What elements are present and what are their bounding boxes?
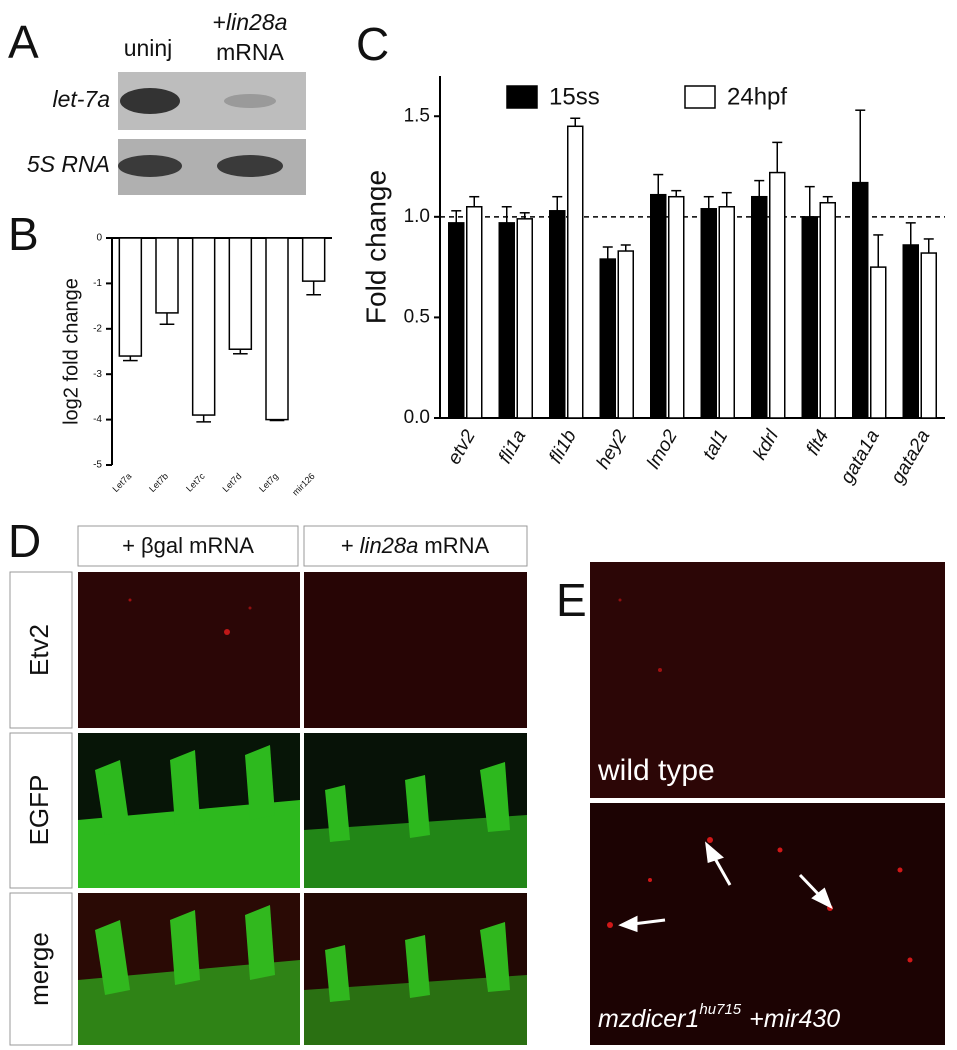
- y-tick-label: 0: [96, 233, 102, 244]
- legend-swatch: [684, 85, 716, 109]
- header-box: [303, 525, 528, 567]
- row-label: EGFP: [24, 775, 54, 846]
- y-tick-label: -5: [93, 460, 102, 471]
- x-tick-label: fli1b: [545, 427, 581, 468]
- suffix: +mir430: [749, 1005, 840, 1033]
- band: [120, 88, 180, 114]
- bar: [852, 181, 869, 419]
- bar: [617, 250, 634, 419]
- bar: [769, 171, 786, 419]
- column-label: + βgal mRNA: [122, 533, 254, 558]
- row-label: merge: [24, 932, 54, 1006]
- y-tick-label: 0.0: [404, 407, 430, 428]
- bar: [265, 237, 289, 421]
- bar: [228, 237, 253, 350]
- suffix: mRNA: [424, 533, 489, 558]
- bar: [498, 222, 515, 419]
- bar: [549, 210, 566, 419]
- y-tick-label: -1: [93, 278, 102, 289]
- bar: [599, 258, 616, 419]
- row-box: [9, 571, 73, 729]
- bar: [516, 218, 533, 419]
- x-tick-label: Let7c: [184, 471, 207, 494]
- bar: [902, 244, 919, 419]
- panel-label: A: [8, 16, 39, 68]
- band: [217, 155, 283, 177]
- y-tick-label: -4: [93, 414, 102, 425]
- bar: [466, 206, 483, 419]
- bar: [920, 252, 937, 419]
- allele: hu715: [699, 1001, 741, 1018]
- row-label: let-7a: [52, 86, 110, 112]
- x-tick-label: gata1a: [837, 427, 884, 488]
- x-tick-label: Let7g: [257, 471, 280, 494]
- row-label: Etv2: [24, 624, 54, 676]
- column-label: + lin28a mRNA: [341, 533, 490, 558]
- x-tick-label: mir126: [290, 471, 317, 498]
- y-tick-label: -2: [93, 323, 102, 334]
- x-tick-label: Let7d: [220, 471, 243, 494]
- panel-label: B: [8, 208, 39, 260]
- bar: [819, 201, 836, 419]
- band: [224, 94, 276, 108]
- column-label: +lin28a: [213, 9, 288, 35]
- panel-label: C: [356, 18, 389, 70]
- bar: [700, 208, 717, 419]
- panel-label: D: [8, 515, 41, 567]
- bar: [448, 222, 465, 419]
- bar: [567, 125, 584, 419]
- x-tick-label: gata2a: [887, 427, 934, 488]
- bar: [650, 193, 667, 419]
- micrographs: [590, 562, 945, 1045]
- y-tick-label: 1.0: [404, 206, 430, 227]
- y-tick-label: -3: [93, 369, 102, 380]
- band: [118, 155, 182, 177]
- bar: [668, 195, 685, 419]
- x-tick-label: Let7b: [147, 471, 170, 494]
- micrographs: [78, 572, 527, 1045]
- x-tick-label: hey2: [593, 426, 632, 473]
- bar: [801, 216, 818, 419]
- image-label: wild type: [597, 754, 715, 787]
- bar: [301, 237, 326, 282]
- bar: [191, 237, 216, 416]
- legend-swatch: [506, 85, 538, 109]
- gene: lin28a: [226, 9, 287, 35]
- bar: [718, 206, 735, 419]
- gene: lin28a: [360, 533, 419, 558]
- prefix: +: [213, 9, 226, 35]
- column-label: uninj: [124, 35, 173, 61]
- bar: [118, 237, 143, 357]
- header-box: [77, 525, 299, 567]
- x-tick-label: etv2: [444, 426, 480, 468]
- prefix: +: [341, 533, 354, 558]
- x-tick-label: Let7a: [110, 471, 133, 494]
- gene: mzdicer1: [598, 1005, 699, 1033]
- legend-label: 15ss: [549, 83, 600, 110]
- bar: [870, 266, 887, 419]
- row-box: [9, 892, 73, 1046]
- x-tick-label: tal1: [699, 427, 733, 464]
- legend-label: 24hpf: [727, 83, 787, 110]
- x-tick-label: fli1a: [495, 427, 531, 468]
- x-tick-label: lmo2: [643, 426, 682, 473]
- column-label: mRNA: [216, 39, 284, 65]
- y-axis-label: log2 fold change: [60, 278, 82, 425]
- image-label: mzdicer1hu715 +mir430: [598, 1001, 840, 1033]
- y-tick-label: 0.5: [404, 306, 430, 327]
- bar: [155, 237, 179, 314]
- row-box: [9, 732, 73, 889]
- bar: [751, 195, 768, 419]
- row-label: 5S RNA: [27, 151, 110, 177]
- y-tick-label: 1.5: [404, 105, 430, 126]
- panel-label: E: [556, 574, 587, 626]
- y-axis-label: Fold change: [360, 170, 391, 324]
- x-tick-label: kdrl: [749, 426, 783, 464]
- x-tick-label: flt4: [803, 427, 834, 459]
